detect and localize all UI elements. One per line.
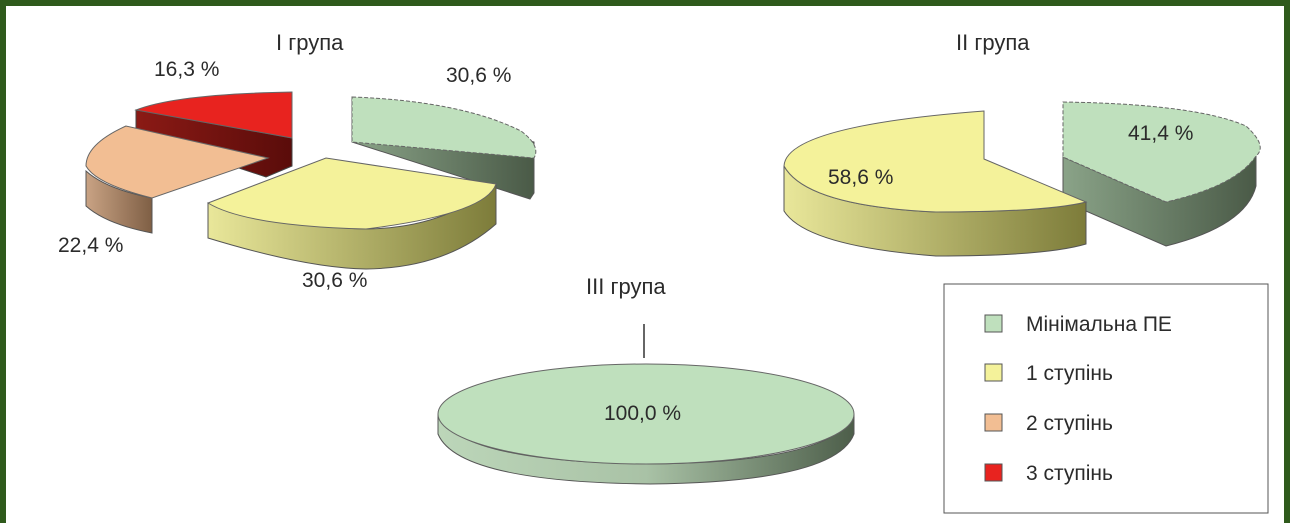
- charts-svg: I група 30,6 % 30,6 % 22,4 % 16,3 % II г…: [58, 30, 1269, 514]
- pie1-slice-first: [206, 157, 497, 230]
- legend-label-third: 3 ступінь: [1026, 462, 1113, 485]
- pie3-title: III група: [586, 274, 666, 299]
- legend-label-first: 1 ступінь: [1026, 362, 1113, 385]
- pie1-title: I група: [276, 30, 344, 55]
- pie1-label-minimal: 30,6 %: [446, 64, 511, 87]
- pie2-label-minimal: 41,4 %: [1128, 122, 1193, 145]
- pie3-slice-minimal: [437, 363, 855, 465]
- pie1-slice-second: [85, 125, 270, 199]
- legend-label-minimal: Мінімальна ПЕ: [1026, 313, 1172, 336]
- pie1-slice-minimal: [351, 96, 537, 159]
- pie-group-1: I група 30,6 % 30,6 % 22,4 % 16,3 %: [58, 30, 537, 292]
- legend: Мінімальна ПЕ 1 ступінь 2 ступінь 3 ступ…: [943, 283, 1269, 514]
- pie3-label-minimal: 100,0 %: [604, 402, 681, 425]
- pie1-label-second: 22,4 %: [58, 234, 123, 257]
- pie-group-3: III група 100,0 %: [437, 274, 855, 485]
- pie1-slice-third: [134, 91, 293, 139]
- legend-label-second: 2 ступінь: [1026, 412, 1113, 435]
- legend-swatch-second: [984, 413, 1003, 432]
- pie2-slice-first: [783, 110, 1088, 213]
- pie-group-2: II група 41,4 % 58,6 %: [783, 30, 1261, 257]
- legend-swatch-minimal: [984, 314, 1003, 333]
- pie2-title: II група: [956, 30, 1030, 55]
- pie2-slice-minimal: [1062, 101, 1261, 203]
- pie1-slice-second-side: [85, 169, 153, 234]
- pie1-label-first: 30,6 %: [302, 269, 367, 292]
- pie1-label-third: 16,3 %: [154, 58, 219, 81]
- legend-swatch-third: [984, 463, 1003, 482]
- pie2-label-first: 58,6 %: [828, 166, 893, 189]
- legend-swatch-first: [984, 363, 1003, 382]
